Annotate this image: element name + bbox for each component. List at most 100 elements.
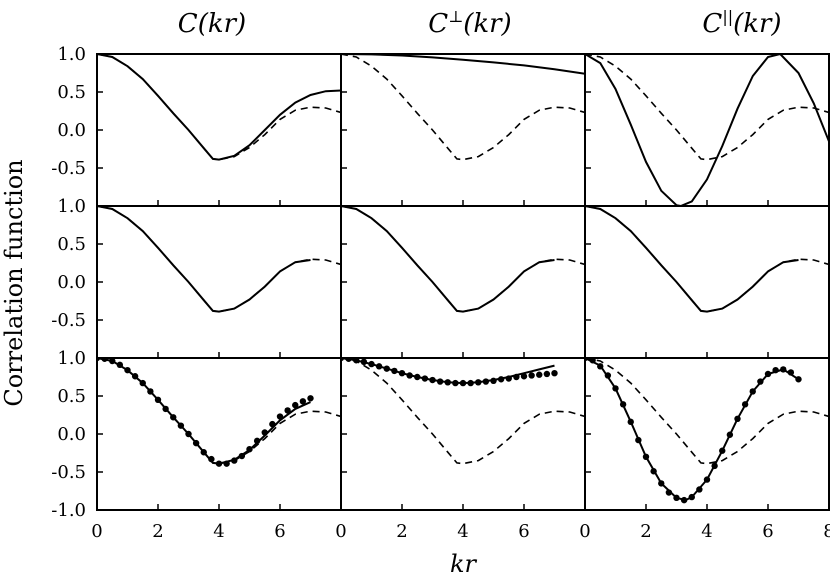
data-point (734, 415, 741, 422)
data-point (185, 430, 192, 438)
y-tick-label: 1.0 (57, 196, 86, 217)
data-point (192, 439, 200, 447)
data-point (299, 398, 307, 405)
x-tick-label: 2 (152, 521, 163, 542)
data-point (147, 388, 154, 395)
data-point (650, 468, 657, 475)
data-point (505, 375, 512, 382)
data-point (612, 385, 619, 392)
model-curve-solid (97, 206, 311, 313)
x-tick-label: 8 (823, 521, 830, 542)
y-tick-label: 0.0 (57, 120, 86, 141)
x-tick-label: 4 (213, 521, 224, 542)
panel-r0-c2 (584, 53, 830, 207)
data-point (688, 493, 695, 501)
y-tick-label: 0.0 (57, 424, 86, 445)
data-point (177, 422, 185, 429)
data-point (276, 413, 284, 420)
panel-plot-area (341, 54, 585, 161)
data-point (597, 363, 604, 370)
model-curve-solid (585, 358, 800, 502)
x-tick-label: 2 (396, 521, 407, 542)
data-point (490, 377, 497, 384)
data-point (444, 379, 451, 386)
data-point (680, 496, 688, 504)
x-axis-label: kr (450, 550, 478, 576)
data-point (353, 358, 360, 364)
x-tick-label: 6 (518, 521, 529, 542)
x-tick-label: 0 (579, 521, 590, 542)
data-point (741, 401, 749, 408)
data-point (170, 414, 177, 421)
data-point (543, 370, 551, 378)
panel-frame (584, 53, 830, 207)
column-title-3: C||(kr) (702, 7, 781, 39)
panel-plot-area (585, 206, 829, 313)
x-tick-label: 0 (91, 521, 102, 542)
data-point (673, 494, 680, 502)
data-point (482, 378, 490, 385)
data-point (429, 376, 436, 384)
data-point (703, 476, 711, 483)
y-tick-label: 1.0 (57, 348, 86, 369)
panel-grid (96, 53, 830, 511)
panel-r2-c2 (584, 357, 830, 511)
data-point (772, 366, 779, 374)
data-point (231, 457, 238, 464)
panel-frame (96, 205, 342, 359)
column-title-1: C(kr) (178, 9, 246, 39)
data-point (787, 369, 795, 376)
y-tick-label: 0.0 (57, 272, 86, 293)
reference-curve-dashed (585, 206, 829, 313)
data-point (764, 370, 772, 378)
model-curve-solid (585, 206, 799, 313)
panel-frame (584, 357, 830, 511)
data-point (307, 395, 314, 402)
marker-series (341, 358, 558, 387)
data-point (162, 405, 169, 413)
data-point (253, 437, 261, 445)
data-point (719, 447, 726, 454)
reference-curve-dashed (341, 358, 585, 465)
data-point (475, 379, 482, 386)
panel-plot-area (97, 206, 341, 313)
data-point (795, 376, 802, 383)
y-tick-label: 0.5 (57, 82, 86, 103)
data-point (414, 373, 421, 381)
reference-curve-dashed (341, 54, 585, 161)
data-point (696, 486, 703, 493)
data-point (467, 379, 474, 387)
data-point (604, 372, 612, 379)
panel-frame (96, 357, 342, 511)
data-point (116, 361, 124, 369)
panel-frame (96, 53, 342, 207)
data-point (536, 371, 543, 378)
x-tick-label: 4 (701, 521, 712, 542)
data-point (589, 358, 596, 364)
data-point (360, 358, 368, 365)
data-point (452, 379, 459, 387)
data-point (261, 429, 268, 436)
data-point (109, 358, 116, 365)
model-curve-solid (585, 54, 829, 206)
x-tick-label: 6 (274, 521, 285, 542)
data-point (513, 373, 520, 381)
data-point (528, 372, 535, 379)
marker-series (585, 358, 802, 504)
data-point (520, 373, 528, 380)
reference-curve-dashed (97, 206, 341, 313)
data-point (391, 367, 398, 375)
reference-curve-dashed (585, 358, 829, 465)
x-tick-label: 0 (335, 521, 346, 542)
panel-plot-area (585, 54, 829, 206)
panel-frame (584, 205, 830, 359)
data-point (627, 418, 634, 426)
model-curve-solid (97, 358, 311, 465)
panel-frame (340, 205, 586, 359)
y-tick-label: 0.5 (57, 386, 86, 407)
data-point (383, 365, 390, 372)
panel-r1-c0 (96, 205, 342, 359)
data-point (436, 378, 444, 385)
data-point (459, 379, 467, 387)
